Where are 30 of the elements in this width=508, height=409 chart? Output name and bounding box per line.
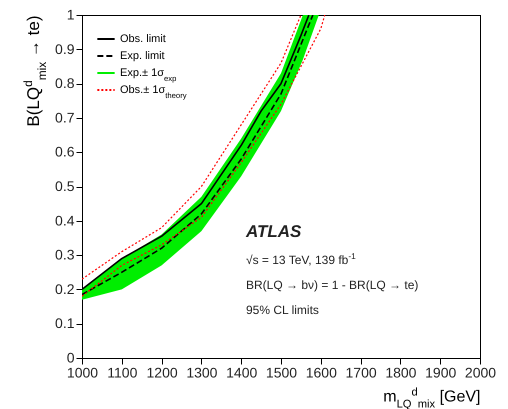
y-tick-label: 0 xyxy=(66,350,75,366)
legend-label: Exp.± 1σ$_{exp}$ xyxy=(120,67,176,82)
annotation: BR(LQ → bν) = 1 - BR(LQ → te) xyxy=(246,278,418,292)
y-tick-label: 0.7 xyxy=(55,109,75,126)
y-tick-label: 0.6 xyxy=(55,144,75,160)
y-tick-label: 0.5 xyxy=(55,178,75,194)
y-tick-label: 0.2 xyxy=(55,280,75,297)
y-tick-label: 1 xyxy=(66,6,75,22)
y-tick-label: 0.8 xyxy=(55,75,75,92)
x-tick-label: 1100 xyxy=(107,364,138,380)
x-tick-label: 1300 xyxy=(186,364,218,380)
annotation: ATLAS xyxy=(245,222,302,241)
x-tick-label: 1200 xyxy=(146,364,178,380)
annotation: 95% CL limits xyxy=(246,303,319,317)
x-tick-label: 1800 xyxy=(385,364,417,380)
annotation: √s = 13 TeV, 139 fb$^{-1}$ xyxy=(246,251,356,267)
x-tick-label: 1600 xyxy=(306,364,338,380)
x-tick-label: 1000 xyxy=(66,364,98,380)
y-tick-label: 0.9 xyxy=(55,40,75,57)
x-tick-label: 1700 xyxy=(346,364,377,380)
x-tick-label: 1500 xyxy=(266,364,298,380)
x-tick-label: 1900 xyxy=(425,364,456,380)
legend-label: Obs. limit xyxy=(120,33,166,45)
y-tick-label: 0.4 xyxy=(55,212,75,228)
y-tick-label: 0.1 xyxy=(55,315,75,332)
x-tick-label: 1400 xyxy=(226,364,258,380)
legend-label: Obs.± 1σ$_{theory}$ xyxy=(120,84,187,100)
legend-label: Exp. limit xyxy=(120,50,165,62)
y-tick-label: 0.3 xyxy=(55,246,75,263)
x-tick-label: 2000 xyxy=(464,364,496,380)
